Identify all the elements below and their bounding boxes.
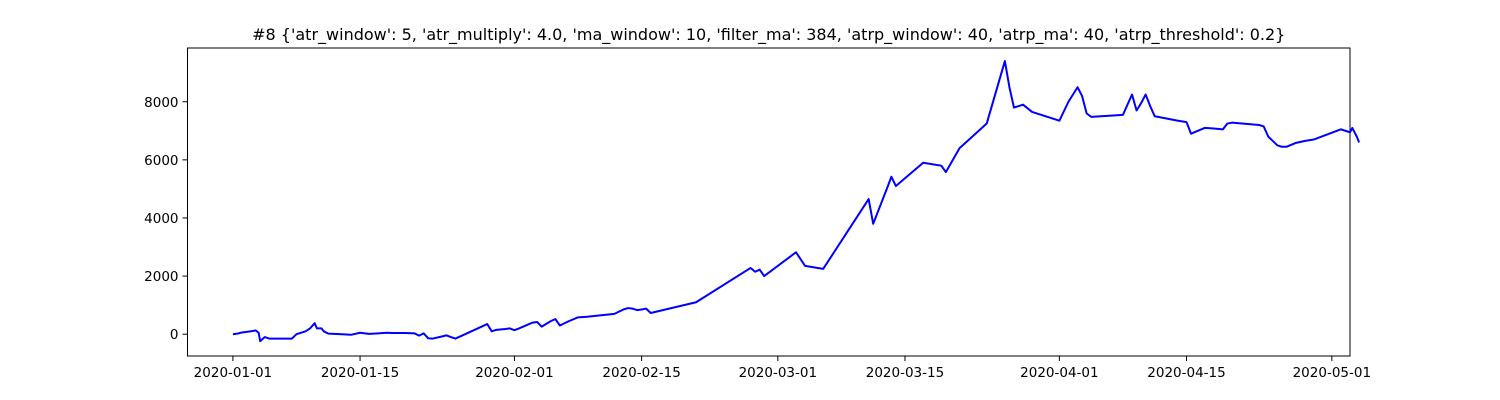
y-tick-label: 4000	[144, 211, 178, 227]
x-tick-label: 2020-04-15	[1147, 365, 1225, 381]
y-tick-label: 8000	[144, 95, 178, 111]
y-tick-label: 6000	[144, 153, 178, 169]
chart-title: #8 {'atr_window': 5, 'atr_multiply': 4.0…	[252, 25, 1285, 45]
axes-frame	[187, 47, 1351, 357]
series-line	[232, 60, 1361, 343]
x-tick-label: 2020-02-15	[602, 365, 680, 381]
x-tick-label: 2020-03-01	[739, 365, 817, 381]
x-tick-label: 2020-05-01	[1293, 365, 1371, 381]
x-tick-label: 2020-02-01	[475, 365, 553, 381]
x-tick-label: 2020-04-01	[1020, 365, 1098, 381]
x-axis: 2020-01-01 2020-01-15 2020-02-01 2020-02-15…	[194, 356, 1371, 381]
y-axis: 0 2000 4000 6000 8000	[144, 95, 188, 343]
y-tick-label: 2000	[144, 269, 178, 285]
y-tick-label: 0	[170, 327, 179, 343]
x-tick-label: 2020-03-15	[866, 365, 944, 381]
x-tick-label: 2020-01-15	[321, 365, 399, 381]
x-tick-label: 2020-01-01	[194, 365, 272, 381]
plot-frame	[187, 47, 1351, 357]
